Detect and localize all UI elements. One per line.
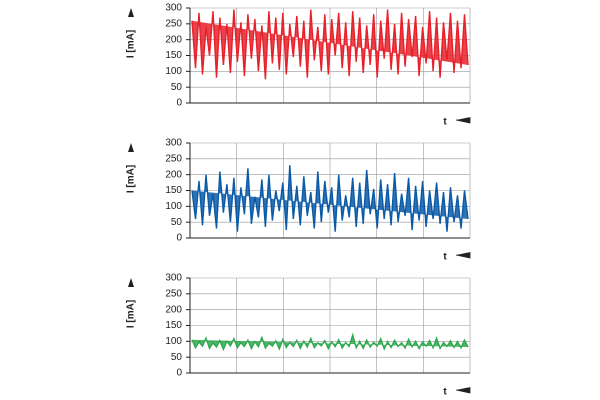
y-tick-label: 300 [165,3,182,14]
x-axis-label: t [443,117,447,128]
y-tick-label: 100 [165,201,182,212]
y-tick-label: 300 [165,138,182,149]
y-tick-label: 100 [165,336,182,347]
y-tick-label: 50 [171,352,183,363]
y-arrow [128,278,134,287]
y-tick-label: 50 [171,217,183,228]
y-arrow [128,143,134,152]
y-tick-label: 250 [165,153,182,164]
x-axis-label: t [443,387,447,398]
y-tick-label: 150 [165,320,182,331]
y-tick-label: 0 [176,368,182,379]
x-arrow [455,252,471,259]
y-tick-label: 100 [165,66,182,77]
y-tick-label: 300 [165,273,182,284]
y-tick-label: 250 [165,18,182,29]
y-axis-label: I [mA] [126,165,137,193]
y-axis-label: I [mA] [126,300,137,328]
y-tick-label: 0 [176,233,182,244]
y-tick-label: 200 [165,304,182,315]
y-tick-label: 0 [176,98,182,109]
y-tick-label: 200 [165,169,182,180]
y-axis-label: I [mA] [126,30,137,58]
signal-line [191,332,469,352]
y-arrow [128,8,134,17]
x-axis-label: t [443,252,447,263]
x-arrow [455,387,471,394]
y-tick-label: 200 [165,34,182,45]
y-tick-label: 150 [165,50,182,61]
signal-line [191,165,469,232]
x-arrow [455,117,471,124]
signal-line [191,9,469,80]
y-tick-label: 150 [165,185,182,196]
y-tick-label: 250 [165,288,182,299]
y-tick-label: 50 [171,82,183,93]
